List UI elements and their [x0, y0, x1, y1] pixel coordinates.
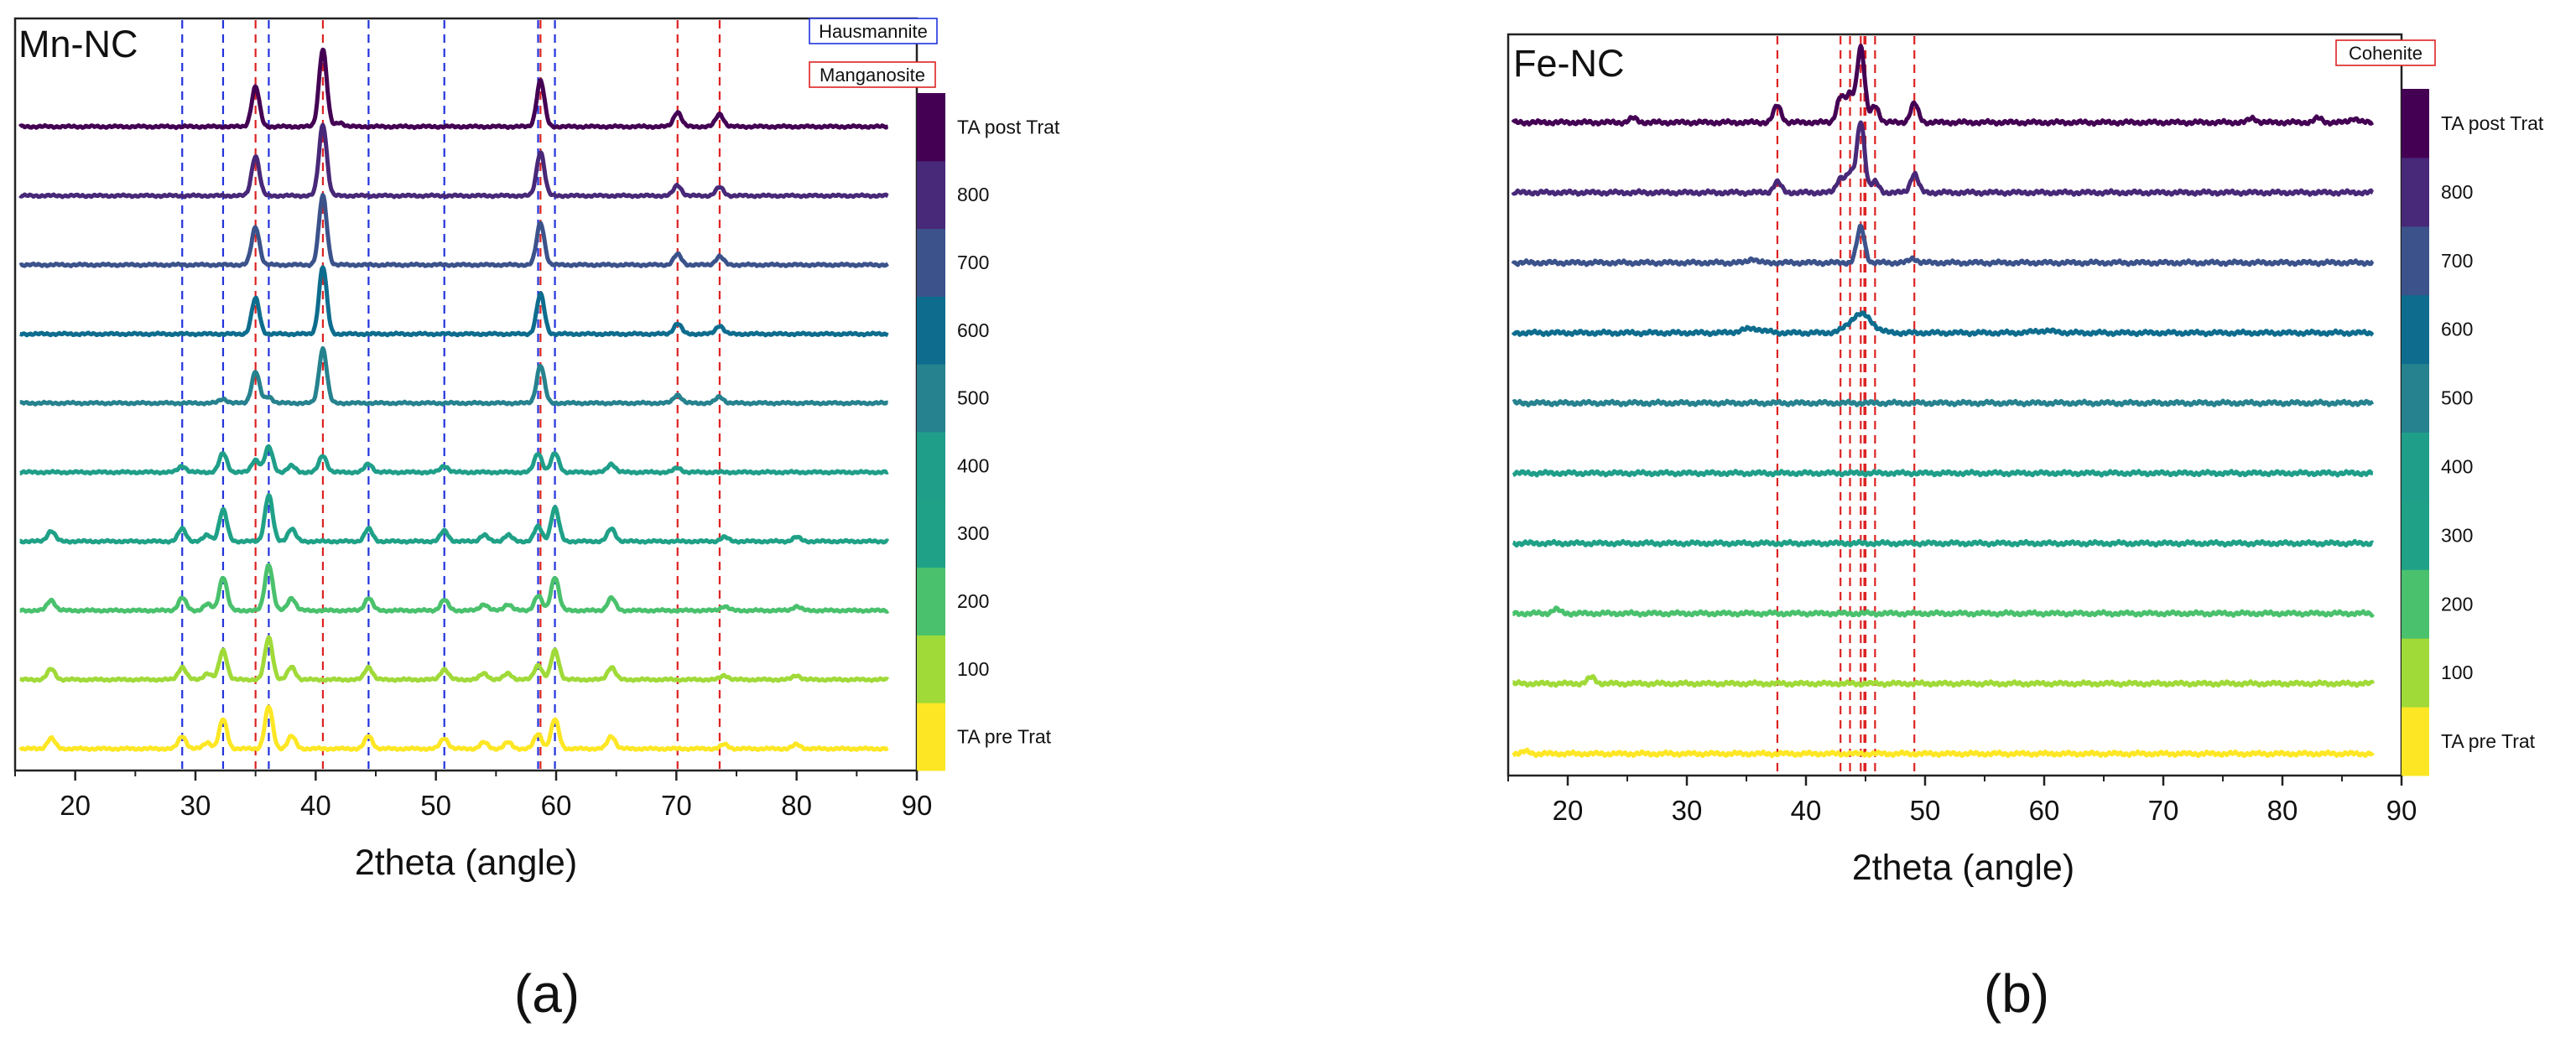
- plot-frame: [13, 17, 919, 772]
- legend-box: [809, 61, 936, 88]
- colorbar-label: 800: [2441, 181, 2473, 203]
- colorbar-label: 100: [957, 658, 989, 680]
- x-tick-label: 60: [541, 790, 572, 821]
- colorbar-label: 400: [2441, 455, 2473, 477]
- x-axis-label: 2theta (angle): [355, 843, 577, 883]
- pattern-line-ta-pre-trat: [1512, 747, 2375, 759]
- colorbar-label: TA post Trat: [2441, 112, 2544, 134]
- x-tick-label: 50: [420, 790, 451, 821]
- colorbar-label: 200: [957, 590, 989, 612]
- pattern-line-300: [18, 493, 890, 545]
- colorbar-label: 300: [957, 522, 989, 544]
- subfigure-label: (a): [514, 963, 580, 1024]
- subfigure-label: (b): [1984, 963, 2049, 1024]
- x-tick-label: 30: [1672, 795, 1703, 826]
- colorbar-segment: [917, 635, 945, 703]
- x-tick-label: 70: [661, 790, 692, 821]
- pattern-line-200: [1512, 605, 2375, 618]
- legend-box: [809, 18, 938, 44]
- x-tick-label: 90: [902, 790, 933, 821]
- pattern-line-200: [18, 563, 890, 615]
- colorbar-label: 500: [957, 387, 989, 409]
- colorbar-segment: [2402, 157, 2429, 227]
- colorbar-segment: [917, 567, 945, 636]
- colorbar-label: 800: [957, 184, 989, 205]
- colorbar-segment: [917, 499, 945, 568]
- colorbar-segment: [2402, 638, 2429, 708]
- pattern-line-100: [18, 635, 890, 683]
- colorbar-label: TA pre Trat: [957, 726, 1052, 748]
- pattern-line-ta-post-trat: [1511, 44, 2375, 127]
- colorbar-segment: [2402, 363, 2429, 433]
- colorbar-segment: [917, 703, 945, 771]
- colorbar-label: 500: [2441, 387, 2473, 409]
- x-tick-label: 60: [2029, 795, 2060, 826]
- x-tick-label: 50: [1910, 795, 1941, 826]
- x-tick-label: 70: [2148, 795, 2179, 826]
- pattern-line-400: [1512, 469, 2375, 478]
- colorbar-segment: [917, 160, 945, 230]
- colorbar-segment: [917, 93, 945, 162]
- colorbar-label: 200: [2441, 593, 2473, 615]
- colorbar-label: TA post Trat: [957, 116, 1060, 138]
- legend-box: [2335, 39, 2436, 66]
- pattern-line-ta-post-trat: [18, 47, 889, 131]
- x-tick-label: 80: [2267, 795, 2298, 826]
- colorbar-label: 700: [957, 252, 989, 273]
- x-tick-label: 80: [781, 790, 812, 821]
- colorbar-segment: [2402, 569, 2429, 639]
- colorbar-segment: [2402, 89, 2429, 158]
- x-tick-label: 20: [60, 790, 91, 821]
- colorbar-segment: [917, 296, 945, 365]
- x-axis-label: 2theta (angle): [1852, 848, 2074, 888]
- x-tick-label: 40: [1791, 795, 1822, 826]
- x-tick-label: 20: [1553, 795, 1584, 826]
- x-tick-label: 90: [2386, 795, 2417, 826]
- colorbar-segment: [2402, 707, 2429, 776]
- pattern-line-600: [18, 265, 889, 338]
- pattern-line-700: [1511, 223, 2375, 267]
- pattern-line-400: [18, 444, 889, 476]
- colorbar-label: 700: [2441, 250, 2473, 272]
- pattern-line-ta-pre-trat: [18, 704, 889, 752]
- panel-a: TA pre Trat 100 200 300 400 500 600 700 800 TA po…: [13, 17, 1060, 1024]
- legend-label: Hausmannite: [819, 21, 928, 42]
- colorbar-label: 100: [2441, 662, 2473, 683]
- panel-title: Fe-NC: [1513, 42, 1625, 85]
- colorbar-segment: [2402, 294, 2429, 365]
- colorbar-segment: [2402, 226, 2429, 296]
- pattern-line-100: [1512, 674, 2376, 688]
- colorbar-label: TA pre Trat: [2441, 730, 2536, 752]
- pattern-line-800: [18, 122, 889, 200]
- pattern-line-300: [1512, 538, 2375, 548]
- x-tick-label: 40: [300, 790, 331, 821]
- pattern-line-800: [1511, 120, 2375, 197]
- legend-label: Cohenite: [2349, 43, 2422, 64]
- pattern-line-700: [18, 193, 889, 268]
- colorbar-segment: [2402, 432, 2429, 501]
- colorbar-segment: [917, 432, 945, 501]
- colorbar-label: 600: [2441, 319, 2473, 340]
- legend-label: Manganosite: [820, 65, 925, 86]
- colorbar-label: 300: [2441, 524, 2473, 546]
- pattern-line-500: [18, 345, 889, 407]
- colorbar-label: 600: [957, 319, 989, 341]
- x-tick-label: 30: [180, 790, 211, 821]
- pattern-line-600: [1511, 310, 2375, 338]
- colorbar-segment: [917, 364, 945, 433]
- panel-b: TA pre Trat 100 200 300 400 500 600 700 800 TA po…: [1507, 33, 2544, 1024]
- colorbar-segment: [917, 228, 945, 297]
- panel-title: Mn-NC: [18, 23, 138, 65]
- pattern-line-500: [1512, 398, 2375, 407]
- colorbar-segment: [2402, 501, 2429, 570]
- colorbar-label: 400: [957, 454, 989, 476]
